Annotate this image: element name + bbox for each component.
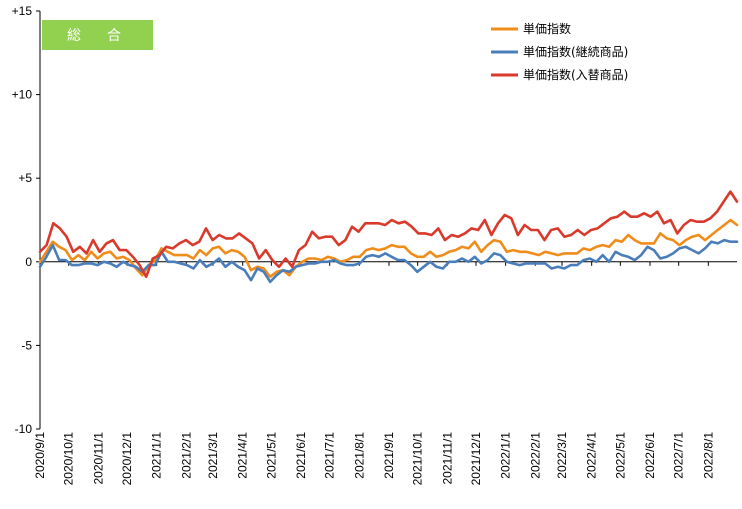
- x-tick-label: 2021/4/1: [236, 432, 250, 479]
- x-tick-label: 2021/1/1: [150, 432, 164, 479]
- x-tick-label: 2022/3/1: [555, 432, 569, 479]
- x-tick-label: 2021/5/1: [264, 432, 278, 479]
- x-tick-label: 2022/7/1: [672, 432, 686, 479]
- x-tick-label: 2021/3/1: [206, 432, 220, 479]
- legend-label-1: 単価指数: [523, 21, 571, 36]
- x-tick-label: 2020/12/1: [120, 432, 134, 486]
- x-tick-label: 2021/6/1: [294, 432, 308, 479]
- x-tick-label: 2021/10/1: [411, 432, 425, 486]
- x-tick-label: 2021/7/1: [323, 432, 337, 479]
- badge-label: 総 合: [67, 28, 127, 44]
- series-layer: [38, 190, 739, 284]
- x-tick-label: 2022/2/1: [528, 432, 542, 479]
- x-tick-label: 2021/2/1: [179, 432, 193, 479]
- y-tick-label: -5: [21, 338, 32, 352]
- chart-badge: 総 合: [42, 20, 153, 50]
- x-tick-label: 2021/12/1: [469, 432, 483, 486]
- x-tick-label: 2021/9/1: [382, 432, 396, 479]
- legend-label-2: 単価指数(継続商品): [523, 44, 628, 59]
- x-tick-label: 2022/5/1: [613, 432, 627, 479]
- x-tick-label: 2020/11/1: [91, 432, 105, 485]
- legend-label-3: 単価指数(入替商品): [523, 67, 628, 82]
- x-tick-label: 2022/6/1: [643, 432, 657, 479]
- series-line-3: [38, 190, 739, 279]
- y-tick-label: 0: [25, 255, 32, 269]
- series-line-2: [38, 238, 739, 284]
- x-tick-label: 2021/11/1: [440, 432, 454, 485]
- x-tick-label: 2020/10/1: [62, 432, 76, 486]
- badge-box: [42, 20, 153, 50]
- y-tick-label: +15: [12, 4, 33, 18]
- x-tick-label: 2022/8/1: [701, 432, 715, 479]
- x-tick-label: 2022/1/1: [499, 432, 513, 479]
- x-tick-label: 2022/4/1: [585, 432, 599, 479]
- y-tick-label: +5: [18, 171, 32, 185]
- y-tick-label: -10: [15, 422, 33, 436]
- x-tick-label: 2020/9/1: [33, 432, 47, 479]
- x-tick-label: 2021/8/1: [352, 432, 366, 479]
- y-tick-label: +10: [12, 88, 33, 102]
